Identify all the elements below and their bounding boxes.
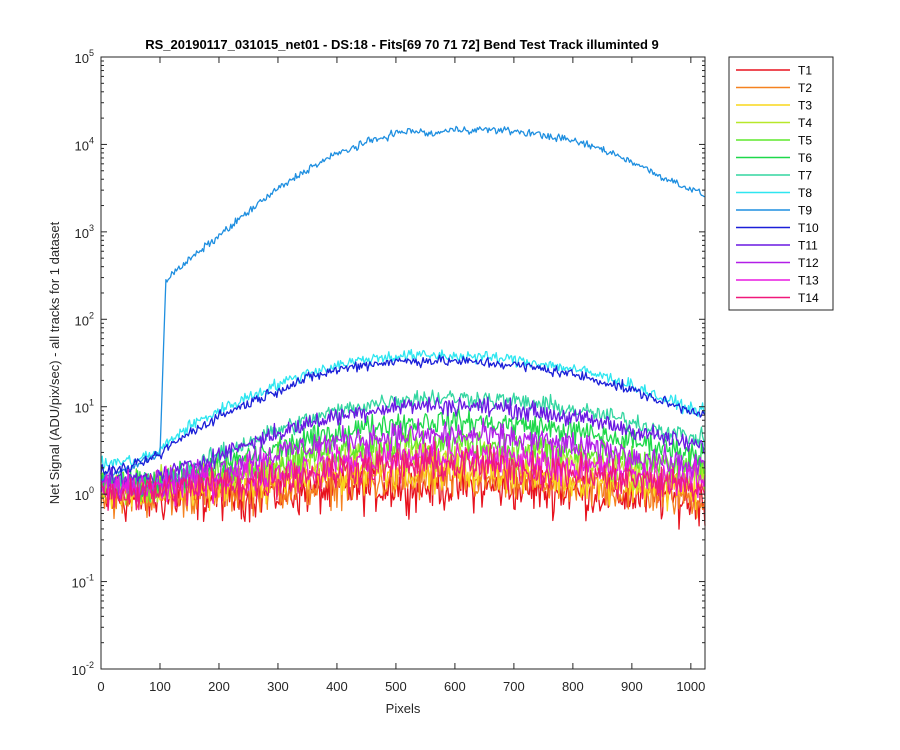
y-tick-label: 105 <box>75 48 94 66</box>
x-tick-label: 500 <box>385 679 407 694</box>
x-axis-label: Pixels <box>386 701 421 716</box>
legend-label-t2: T2 <box>798 81 812 95</box>
y-axis-label: Net Signal (ADU/pix/sec) - all tracks fo… <box>47 221 62 504</box>
y-tick-label: 103 <box>75 223 94 241</box>
x-tick-label: 700 <box>503 679 525 694</box>
legend-label-t9: T9 <box>798 204 812 218</box>
x-axis: 0 100 200 300 400 500 600 700 800 900 1000 <box>97 57 705 694</box>
legend-label-t6: T6 <box>798 151 812 165</box>
y-tick-label: 102 <box>75 310 94 328</box>
legend-label-t14: T14 <box>798 291 819 305</box>
legend-label-t8: T8 <box>798 186 812 200</box>
series-line-t13 <box>100 435 706 506</box>
series-line-t14 <box>100 440 706 511</box>
y-tick-label: 104 <box>75 135 94 153</box>
legend: T1 T2 T3 T4 T5 T6 T7 T8 T9 T10 T11 T12 T13 T14 <box>728 56 834 311</box>
plot-border <box>100 56 706 670</box>
legend-label-t7: T7 <box>798 169 812 183</box>
series-line-t8 <box>100 348 706 470</box>
chart-title: RS_20190117_031015_net01 - DS:18 - Fits[… <box>145 37 659 52</box>
x-tick-label: 600 <box>444 679 466 694</box>
y-tick-label: 10-1 <box>72 573 94 591</box>
y-axis: 10-2 10-1 100 101 102 103 104 105 <box>72 48 705 678</box>
y-tick-label: 101 <box>75 398 94 416</box>
series-line-t10 <box>100 354 706 477</box>
legend-label-t11: T11 <box>798 239 818 253</box>
x-tick-label: 100 <box>149 679 171 694</box>
x-tick-label: 300 <box>267 679 289 694</box>
y-tick-label: 100 <box>75 485 94 503</box>
x-tick-label: 900 <box>621 679 643 694</box>
x-tick-label: 400 <box>326 679 348 694</box>
legend-label-t12: T12 <box>798 256 819 270</box>
x-tick-label: 0 <box>97 679 104 694</box>
legend-label-t3: T3 <box>798 99 812 113</box>
series-layer <box>100 125 706 530</box>
legend-box <box>728 56 834 311</box>
legend-label-t5: T5 <box>798 134 812 148</box>
legend-label-t13: T13 <box>798 274 819 288</box>
legend-label-t10: T10 <box>798 221 819 235</box>
x-tick-label: 1000 <box>676 679 705 694</box>
series-line-t11 <box>100 396 706 493</box>
legend-label-t1: T1 <box>798 64 812 78</box>
legend-label-t4: T4 <box>798 116 812 130</box>
y-tick-label: 10-2 <box>72 660 94 678</box>
x-tick-label: 200 <box>208 679 230 694</box>
series-line-t9 <box>100 125 706 483</box>
plot-area <box>101 57 705 669</box>
x-tick-label: 800 <box>562 679 584 694</box>
